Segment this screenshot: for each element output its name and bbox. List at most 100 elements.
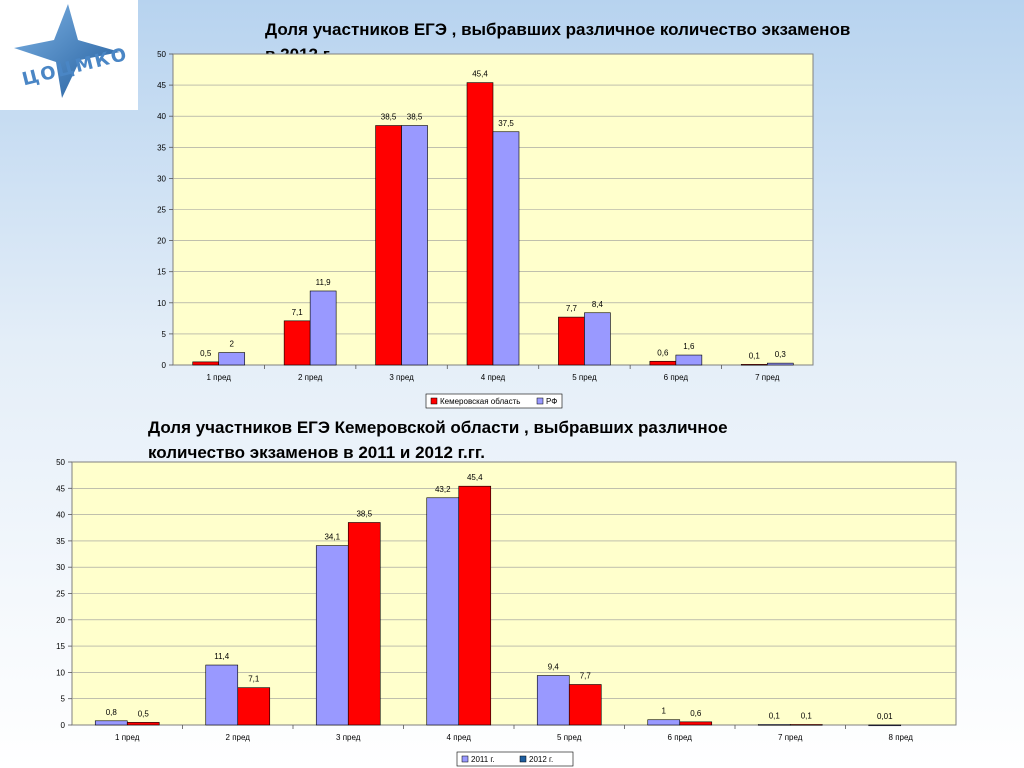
chart-2-title: Доля участников ЕГЭ Кемеровской области … [148,415,868,465]
chart-2-data-label: 0,8 [106,708,118,717]
chart-2-ytick-label: 30 [56,563,65,572]
chart-2-ytick-label: 5 [61,695,66,704]
chart-2-xtick-label: 3 пред [336,733,361,742]
chart-1-data-label: 0,6 [657,348,669,357]
chart-2-bar [205,664,239,726]
chart-1-bar [309,290,337,366]
chart-1-legend-swatch [430,397,438,405]
chart-1-xtick-label: 3 пред [389,373,414,382]
chart-1: 0 5 10 15 20 25 30 35 40 45 50 1 пред 0,5 2 2 пред 7,1 1… [157,50,814,409]
chart-1-data-label: 45,4 [472,70,488,79]
chart-2-ytick-label: 15 [56,642,65,651]
chart-1-data-label: 8,4 [592,300,604,309]
chart-2-bar [568,684,602,726]
chart-1-xtick-label: 6 пред [664,373,689,382]
chart-2-xtick-label: 1 пред [115,733,140,742]
chart-1-bar [401,125,428,366]
chart-1-legend-box [425,393,563,409]
chart-2-ytick-label: 40 [56,511,65,520]
chart-2-legend-swatch [461,755,469,763]
chart-1-legend-label: РФ [546,397,557,406]
chart-2-bar [94,720,128,726]
star-logo-icon [14,4,120,98]
logo: ЦОЦМКО [0,0,138,110]
chart-2-bar [868,724,902,727]
chart-2-data-label: 11,4 [214,652,230,661]
chart-1-bar [584,312,611,366]
chart-1-ytick-label: 30 [157,174,166,183]
chart-2-bar [126,722,160,726]
chart-2-data-label: 0,1 [769,711,781,720]
chart-1-bar [283,320,311,366]
chart-2-xtick-label: 2 пред [226,733,251,742]
chart-1-bar [740,364,768,366]
chart-2-bar [789,724,823,726]
chart-2-legend-label: 2012 г. [529,755,553,764]
chart-1-data-label: 7,7 [566,304,578,313]
chart-1-bar [375,125,402,366]
chart-2-ytick-label: 0 [61,721,66,730]
chart-2-data-label: 0,6 [690,709,702,718]
chart-1-data-label: 2 [229,340,234,349]
chart-2-bar [679,721,713,726]
chart-1-bar [649,360,677,366]
chart-2-data-label: 0,01 [877,712,893,721]
chart-1-data-label: 0,3 [775,350,787,359]
chart-1-bar [675,354,703,366]
chart-2-legend-label: 2011 г. [471,755,495,764]
chart-1-xtick-label: 2 пред [298,373,323,382]
chart-2-xtick-label: 5 пред [557,733,582,742]
chart-1-ytick-label: 10 [157,299,166,308]
chart-1-legend: Кемеровская область РФ [425,393,563,409]
chart-1-bar [466,82,494,366]
chart-1-title-line-1: Доля участников ЕГЭ , выбравших различно… [265,20,851,39]
chart-1-xtick-label: 4 пред [481,373,506,382]
chart-1-bar [492,131,520,366]
chart-1-bar [558,316,585,366]
chart-2-ytick-label: 20 [56,616,65,625]
chart-1-bar [766,362,794,366]
chart-2-xtick-label: 8 пред [889,733,914,742]
chart-2-ytick-label: 50 [56,458,65,467]
chart-1-legend-swatch [536,397,544,405]
chart-2-ytick-label: 25 [56,590,65,599]
chart-1-data-label: 1,6 [683,342,695,351]
chart-1-ytick-label: 20 [157,237,166,246]
chart-2-bar [458,485,492,726]
chart-1-legend-label: Кемеровская область [440,397,520,406]
chart-1-xtick-label: 7 пред [755,373,780,382]
chart-2-bar [347,522,381,726]
chart-2-ytick-label: 10 [56,668,65,677]
chart-2-legend-box [456,751,574,767]
chart-2-data-label: 9,4 [548,663,560,672]
chart-2-bar [647,719,681,726]
chart-1-bar [192,361,220,366]
chart-1-ytick-label: 25 [157,206,166,215]
chart-1-xtick-label: 5 пред [572,373,597,382]
chart-2-legend: 2011 г. 2012 г. [456,751,574,767]
chart-1-data-label: 11,9 [316,278,332,287]
chart-2-bar [315,545,349,726]
chart-1-ytick-label: 40 [157,112,166,121]
chart-2-ytick-label: 35 [56,537,65,546]
chart-2-bar [237,687,271,726]
chart-1-ytick-label: 35 [157,143,166,152]
chart-1-xtick-label: 1 пред [207,373,232,382]
chart-2-legend-swatch [519,755,527,763]
chart-2-data-label: 38,5 [356,509,372,518]
chart-2-data-label: 7,7 [580,671,592,680]
chart-2-xtick-label: 4 пред [447,733,472,742]
chart-1-data-label: 38,5 [407,113,423,122]
chart-1-data-label: 37,5 [498,119,514,128]
chart-1-data-label: 0,5 [200,349,212,358]
chart-1-bar [218,352,246,366]
chart-2-data-label: 43,2 [435,485,451,494]
chart-1-data-label: 38,5 [381,113,397,122]
chart-2-data-label: 0,1 [801,711,813,720]
chart-2-data-label: 0,5 [138,709,150,718]
chart-2-title-line-2: количество экзаменов в 2011 и 2012 г.гг. [148,443,485,462]
chart-1-ytick-label: 15 [157,268,166,277]
chart-1-data-label: 0,1 [749,351,761,360]
chart-2-data-label: 45,4 [467,473,483,482]
